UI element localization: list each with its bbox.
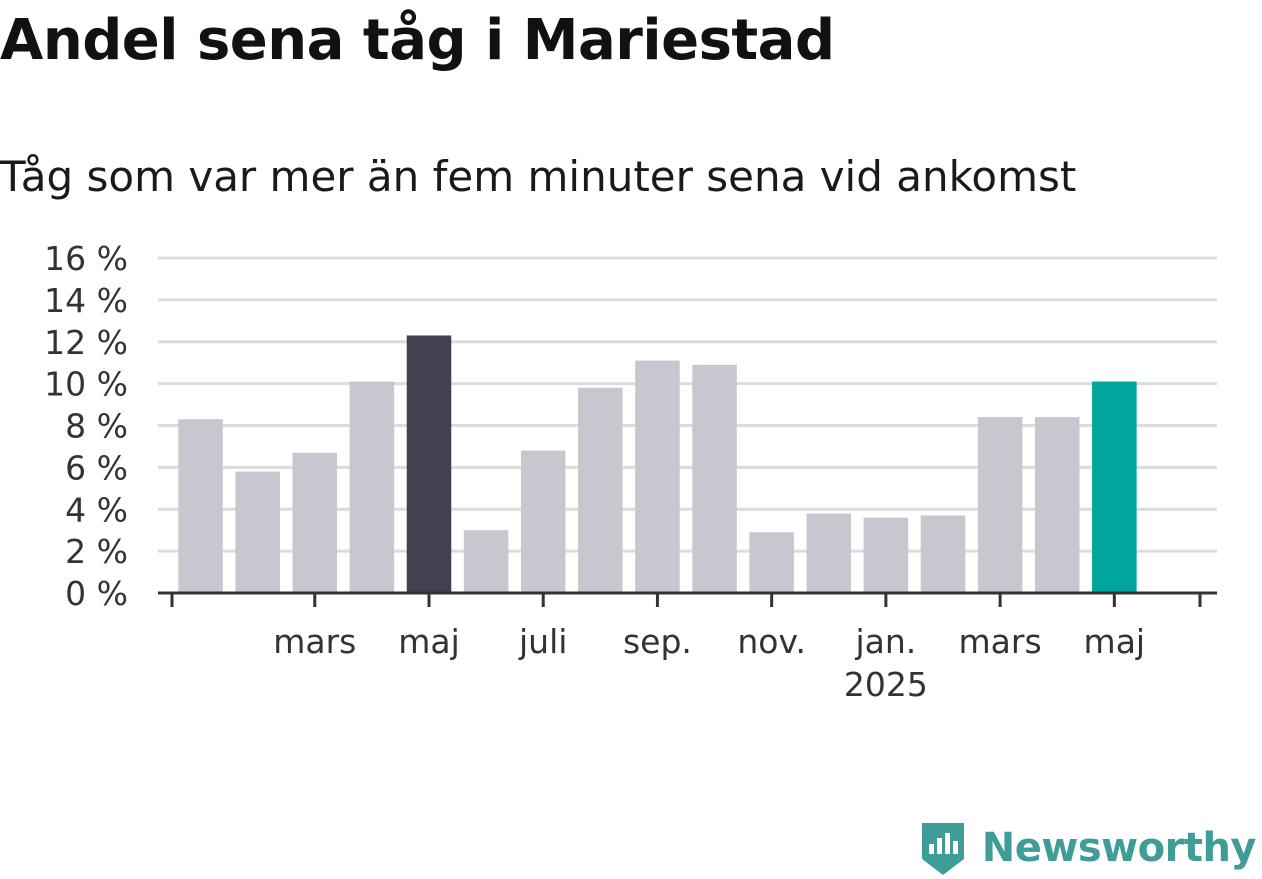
- x-axis-tick-labels: mars maj juli sep. nov. jan. 2025 mars maj: [273, 622, 1145, 704]
- bar-2024-06: [463, 530, 509, 593]
- bar-2025-04: [1034, 417, 1080, 593]
- x-tick-label: juli: [518, 622, 567, 661]
- x-tick-label: maj: [398, 622, 460, 661]
- bar-2024-01: [178, 419, 223, 593]
- y-tick-label: 14 %: [44, 281, 128, 320]
- newsworthy-logo-icon: [921, 823, 964, 875]
- x-axis: [158, 591, 1217, 607]
- bar-2025-02: [920, 515, 966, 593]
- y-axis-tick-labels: 0 %2 %4 %6 %8 %10 %12 %14 %16 %: [44, 239, 128, 613]
- bar-2024-05: [406, 335, 452, 593]
- y-tick-label: 0 %: [65, 574, 128, 613]
- x-tick-label: nov.: [737, 622, 806, 661]
- brand-logo: Newsworthy: [918, 819, 1257, 877]
- brand-name: Newsworthy: [981, 825, 1257, 871]
- bar-2024-10: [692, 364, 737, 593]
- bar-2024-04: [349, 381, 395, 593]
- x-tick-label: mars: [959, 622, 1042, 661]
- y-tick-label: 10 %: [44, 365, 128, 404]
- y-tick-label: 16 %: [44, 239, 128, 278]
- bar-chart: 0 %2 %4 %6 %8 %10 %12 %14 %16 % mars maj j…: [44, 239, 1217, 704]
- bar-2024-11: [749, 532, 794, 593]
- bar-2024-08: [578, 387, 623, 593]
- y-tick-label: 8 %: [65, 407, 128, 446]
- bar-2024-03: [292, 452, 338, 593]
- y-tick-label: 2 %: [65, 532, 128, 571]
- bar-2025-03: [977, 417, 1023, 593]
- y-tick-label: 4 %: [65, 490, 128, 529]
- bar-2024-09: [635, 360, 680, 593]
- bar-2025-01: [863, 517, 909, 593]
- y-tick-label: 6 %: [65, 448, 128, 487]
- x-tick-label: sep.: [623, 622, 692, 661]
- bar-2024-02: [235, 471, 280, 593]
- x-tick-label: jan.: [854, 622, 916, 661]
- bar-2025-05: [1092, 381, 1137, 593]
- x-tick-label: maj: [1084, 622, 1146, 661]
- bar-2024-07: [520, 450, 566, 593]
- y-tick-label: 12 %: [44, 323, 128, 362]
- x-tick-label: mars: [273, 622, 356, 661]
- x-tick-year-label: 2025: [844, 665, 928, 704]
- chart-title: Andel sena tåg i Mariestad: [0, 8, 835, 73]
- bar-2024-12: [806, 513, 852, 593]
- bars: [178, 335, 1137, 593]
- chart-subtitle: Tåg som var mer än fem minuter sena vid …: [0, 152, 1077, 201]
